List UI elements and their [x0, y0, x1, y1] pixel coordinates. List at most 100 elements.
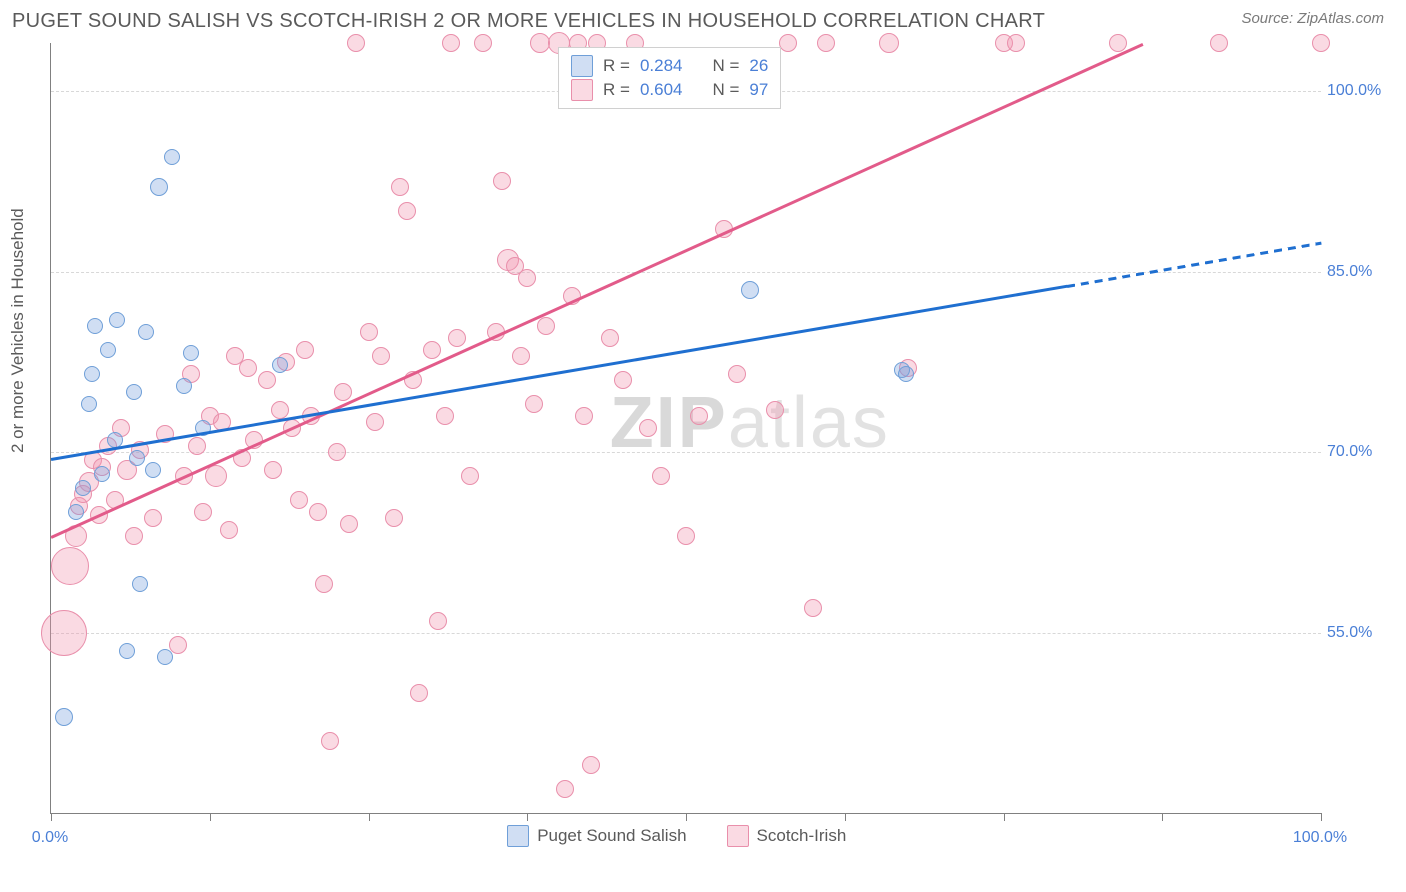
x-tick-label: 0.0%: [32, 829, 68, 847]
legend-swatch: [571, 79, 593, 101]
data-point: [164, 149, 180, 165]
trend-line: [50, 43, 1143, 539]
data-point: [129, 450, 145, 466]
data-point: [321, 732, 339, 750]
data-point: [1312, 34, 1330, 52]
data-point: [448, 329, 466, 347]
data-point: [271, 401, 289, 419]
y-tick-label: 85.0%: [1327, 263, 1393, 281]
x-tick: [1321, 813, 1322, 821]
data-point: [429, 612, 447, 630]
r-value: 0.604: [640, 78, 683, 102]
data-point: [391, 178, 409, 196]
data-point: [556, 780, 574, 798]
data-point: [398, 202, 416, 220]
data-point: [1210, 34, 1228, 52]
data-point: [518, 269, 536, 287]
data-point: [360, 323, 378, 341]
data-point: [652, 467, 670, 485]
data-point: [474, 34, 492, 52]
legend-label: Scotch-Irish: [757, 826, 847, 846]
data-point: [87, 318, 103, 334]
data-point: [157, 649, 173, 665]
data-point: [188, 437, 206, 455]
legend-item: Scotch-Irish: [727, 825, 847, 847]
data-point: [144, 509, 162, 527]
data-point: [138, 324, 154, 340]
plot-area: ZIPatlas 55.0%70.0%85.0%100.0%: [50, 43, 1321, 814]
r-label: R =: [603, 78, 630, 102]
data-point: [220, 521, 238, 539]
data-point: [340, 515, 358, 533]
x-tick: [845, 813, 846, 821]
data-point: [334, 383, 352, 401]
watermark-light: atlas: [728, 383, 890, 463]
data-point: [84, 366, 100, 382]
data-point: [264, 461, 282, 479]
data-point: [150, 178, 168, 196]
data-point: [119, 643, 135, 659]
data-point: [309, 503, 327, 521]
data-point: [766, 401, 784, 419]
data-point: [51, 547, 89, 585]
stats-legend: R =0.284N =26R = 0.604 N = 97: [558, 47, 781, 109]
series-legend: Puget Sound Salish Scotch-Irish: [507, 825, 846, 847]
chart-title: PUGET SOUND SALISH VS SCOTCH-IRISH 2 OR …: [12, 10, 1045, 33]
data-point: [639, 419, 657, 437]
legend-swatch: [727, 825, 749, 847]
data-point: [614, 371, 632, 389]
data-point: [41, 610, 87, 656]
data-point: [385, 509, 403, 527]
stats-row: R =0.284N =26: [571, 54, 768, 78]
n-label: N =: [712, 54, 739, 78]
data-point: [372, 347, 390, 365]
x-tick: [1004, 813, 1005, 821]
y-axis-label: 2 or more Vehicles in Household: [8, 208, 28, 453]
legend-item: Puget Sound Salish: [507, 825, 686, 847]
data-point: [100, 342, 116, 358]
data-point: [575, 407, 593, 425]
n-label: N =: [712, 78, 739, 102]
data-point: [1109, 34, 1127, 52]
data-point: [741, 281, 759, 299]
data-point: [1007, 34, 1025, 52]
data-point: [205, 465, 227, 487]
data-point: [272, 357, 288, 373]
data-point: [493, 172, 511, 190]
data-point: [55, 708, 73, 726]
data-point: [442, 34, 460, 52]
chart-container: 2 or more Vehicles in Household ZIPatlas…: [0, 33, 1406, 885]
data-point: [94, 466, 110, 482]
x-tick: [369, 813, 370, 821]
x-tick: [527, 813, 528, 821]
stats-row: R = 0.604 N = 97: [571, 78, 768, 102]
data-point: [436, 407, 454, 425]
data-point: [328, 443, 346, 461]
watermark-bold: ZIP: [610, 383, 728, 463]
data-point: [258, 371, 276, 389]
data-point: [126, 384, 142, 400]
x-tick: [686, 813, 687, 821]
y-tick-label: 100.0%: [1327, 82, 1393, 100]
data-point: [461, 467, 479, 485]
legend-swatch: [571, 55, 593, 77]
data-point: [366, 413, 384, 431]
data-point: [898, 366, 914, 382]
r-label: R =: [603, 54, 630, 78]
data-point: [410, 684, 428, 702]
x-tick: [210, 813, 211, 821]
legend-swatch: [507, 825, 529, 847]
data-point: [677, 527, 695, 545]
gridline: [51, 633, 1321, 634]
data-point: [176, 378, 192, 394]
data-point: [817, 34, 835, 52]
trend-line-dashed: [1067, 242, 1321, 288]
data-point: [132, 576, 148, 592]
data-point: [125, 527, 143, 545]
data-point: [239, 359, 257, 377]
data-point: [728, 365, 746, 383]
n-value: 97: [749, 78, 768, 102]
data-point: [525, 395, 543, 413]
legend-label: Puget Sound Salish: [537, 826, 686, 846]
y-tick-label: 70.0%: [1327, 443, 1393, 461]
